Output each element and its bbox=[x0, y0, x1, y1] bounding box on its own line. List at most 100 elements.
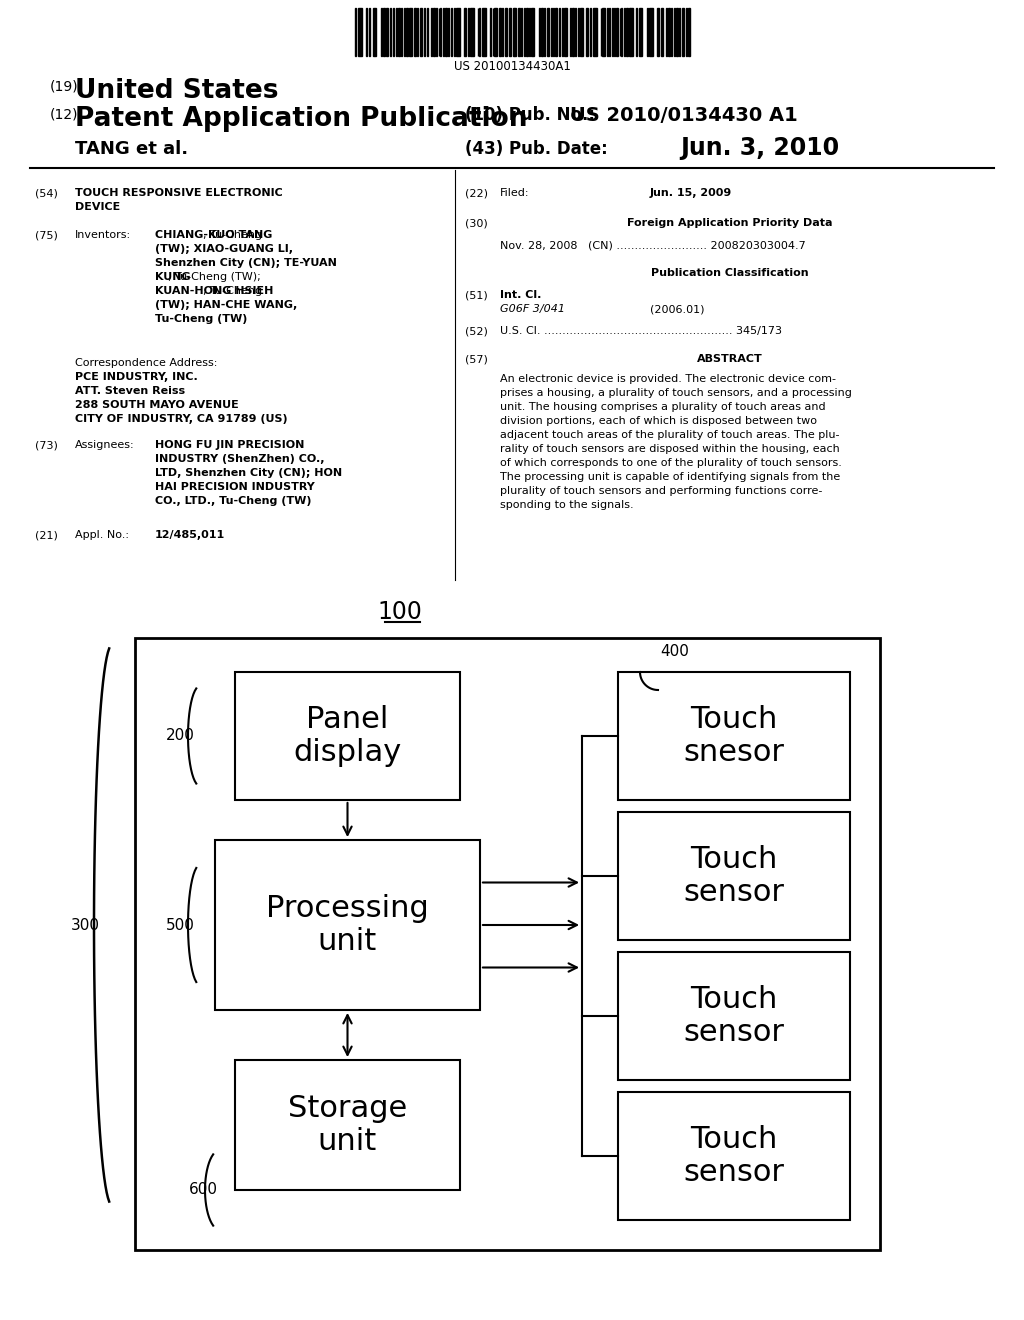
Bar bbox=[627, 8, 628, 55]
Bar bbox=[403, 8, 404, 55]
Text: (30): (30) bbox=[465, 218, 487, 228]
Bar bbox=[542, 8, 543, 55]
Bar bbox=[618, 672, 850, 800]
Bar bbox=[631, 8, 633, 55]
Text: (22): (22) bbox=[465, 187, 488, 198]
Bar bbox=[482, 8, 485, 55]
Text: Touch
snesor: Touch snesor bbox=[683, 705, 784, 767]
Text: US 2010/0134430 A1: US 2010/0134430 A1 bbox=[570, 106, 798, 125]
Bar bbox=[424, 8, 425, 55]
Bar bbox=[649, 8, 653, 55]
Text: (51): (51) bbox=[465, 290, 487, 300]
Bar bbox=[669, 8, 670, 55]
Bar bbox=[618, 1092, 850, 1220]
Bar bbox=[621, 8, 623, 55]
Bar bbox=[415, 8, 416, 55]
Bar bbox=[442, 8, 444, 55]
Bar bbox=[544, 8, 546, 55]
Bar bbox=[401, 8, 402, 55]
Text: , Tu-Cheng: , Tu-Cheng bbox=[203, 286, 262, 296]
Text: , Tu-Cheng: , Tu-Cheng bbox=[203, 230, 262, 240]
Text: Storage
unit: Storage unit bbox=[288, 1094, 408, 1156]
Bar bbox=[420, 8, 422, 55]
Bar bbox=[398, 8, 399, 55]
Bar bbox=[470, 8, 474, 55]
Bar bbox=[686, 8, 687, 55]
Bar bbox=[502, 8, 504, 55]
Bar bbox=[615, 8, 617, 55]
Bar bbox=[618, 812, 850, 940]
Bar bbox=[551, 8, 552, 55]
Bar bbox=[457, 8, 460, 55]
Bar bbox=[505, 8, 507, 55]
Bar bbox=[395, 8, 397, 55]
Text: Touch
sensor: Touch sensor bbox=[683, 1125, 784, 1187]
Text: Processing
unit: Processing unit bbox=[266, 894, 429, 956]
Bar bbox=[578, 8, 579, 55]
Bar bbox=[445, 8, 446, 55]
Bar bbox=[679, 8, 680, 55]
Text: (75): (75) bbox=[35, 230, 58, 240]
Bar bbox=[624, 8, 625, 55]
Text: HAI PRECISION INDUSTRY: HAI PRECISION INDUSTRY bbox=[155, 482, 314, 492]
Bar bbox=[135, 638, 880, 1250]
Text: Inventors:: Inventors: bbox=[75, 230, 131, 240]
Bar bbox=[509, 8, 511, 55]
Bar bbox=[407, 8, 408, 55]
Text: Correspondence Address:: Correspondence Address: bbox=[75, 358, 217, 368]
Text: G06F 3/041: G06F 3/041 bbox=[500, 304, 565, 314]
Text: Filed:: Filed: bbox=[500, 187, 529, 198]
Text: CHIANG-KUO TANG: CHIANG-KUO TANG bbox=[155, 230, 272, 240]
Bar bbox=[539, 8, 540, 55]
Text: Touch
sensor: Touch sensor bbox=[683, 845, 784, 907]
Text: Appl. No.:: Appl. No.: bbox=[75, 531, 129, 540]
Text: Tu-Cheng (TW): Tu-Cheng (TW) bbox=[155, 314, 248, 323]
Bar bbox=[618, 952, 850, 1080]
Bar bbox=[373, 8, 377, 55]
Text: , Tu-Cheng (TW);: , Tu-Cheng (TW); bbox=[168, 272, 260, 282]
Bar bbox=[682, 8, 684, 55]
Text: Foreign Application Priority Data: Foreign Application Priority Data bbox=[628, 218, 833, 228]
Text: plurality of touch sensors and performing functions corre-: plurality of touch sensors and performin… bbox=[500, 486, 822, 496]
Text: TANG et al.: TANG et al. bbox=[75, 140, 188, 158]
Text: Jun. 15, 2009: Jun. 15, 2009 bbox=[650, 187, 732, 198]
Bar bbox=[383, 8, 385, 55]
Bar bbox=[369, 8, 371, 55]
Bar bbox=[357, 8, 361, 55]
Text: Nov. 28, 2008   (CN) ......................... 200820303004.7: Nov. 28, 2008 (CN) .....................… bbox=[500, 240, 806, 249]
Bar bbox=[436, 8, 437, 55]
Bar bbox=[611, 8, 612, 55]
Text: (57): (57) bbox=[465, 354, 487, 364]
Bar bbox=[569, 8, 571, 55]
Text: Assignees:: Assignees: bbox=[75, 440, 134, 450]
Text: TOUCH RESPONSIVE ELECTRONIC: TOUCH RESPONSIVE ELECTRONIC bbox=[75, 187, 283, 198]
Text: (12): (12) bbox=[50, 108, 79, 121]
Text: LTD, Shenzhen City (CN); HON: LTD, Shenzhen City (CN); HON bbox=[155, 469, 342, 478]
Text: Touch
sensor: Touch sensor bbox=[683, 985, 784, 1047]
Bar bbox=[674, 8, 675, 55]
Bar bbox=[671, 8, 672, 55]
Text: The processing unit is capable of identifying signals from the: The processing unit is capable of identi… bbox=[500, 473, 841, 482]
Bar bbox=[639, 8, 642, 55]
Text: 100: 100 bbox=[378, 601, 423, 624]
Bar bbox=[564, 8, 567, 55]
Text: (2006.01): (2006.01) bbox=[650, 304, 705, 314]
Bar bbox=[572, 8, 573, 55]
Text: HONG FU JIN PRECISION: HONG FU JIN PRECISION bbox=[155, 440, 304, 450]
Bar bbox=[523, 8, 525, 55]
Bar bbox=[646, 8, 648, 55]
Bar bbox=[490, 8, 492, 55]
Text: 12/485,011: 12/485,011 bbox=[155, 531, 225, 540]
Bar bbox=[586, 8, 588, 55]
Bar bbox=[636, 8, 637, 55]
Text: Int. Cl.: Int. Cl. bbox=[500, 290, 542, 300]
Text: KUNG: KUNG bbox=[155, 272, 190, 282]
Bar bbox=[657, 8, 659, 55]
Text: INDUSTRY (ShenZhen) CO.,: INDUSTRY (ShenZhen) CO., bbox=[155, 454, 325, 465]
Bar bbox=[427, 8, 428, 55]
Text: adjacent touch areas of the plurality of touch areas. The plu-: adjacent touch areas of the plurality of… bbox=[500, 430, 840, 440]
Text: (21): (21) bbox=[35, 531, 58, 540]
Text: Shenzhen City (CN); TE-YUAN: Shenzhen City (CN); TE-YUAN bbox=[155, 257, 337, 268]
Bar bbox=[609, 8, 610, 55]
Text: 600: 600 bbox=[189, 1183, 218, 1197]
